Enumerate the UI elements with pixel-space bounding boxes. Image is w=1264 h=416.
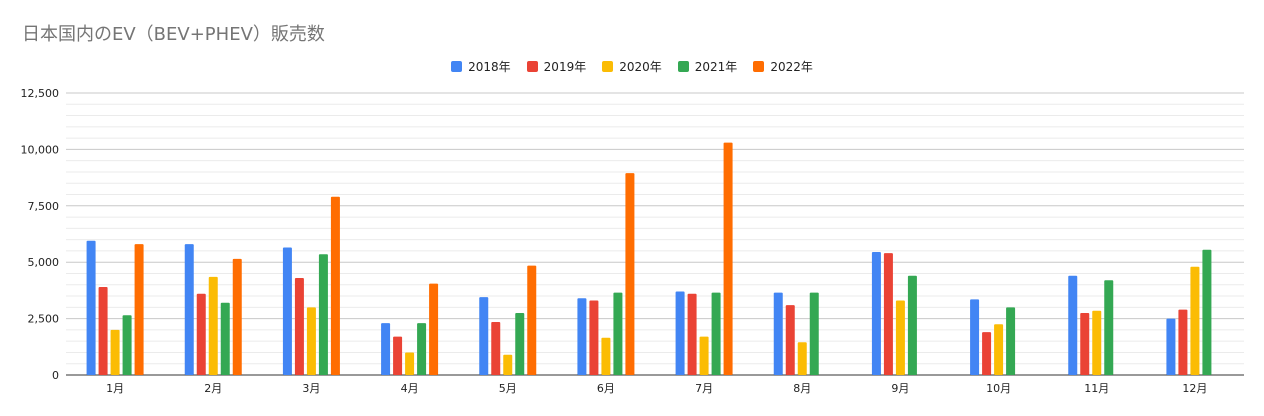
legend-swatch xyxy=(677,61,689,72)
bar xyxy=(601,337,611,375)
legend-swatch xyxy=(526,61,538,72)
legend-item: 2022年 xyxy=(753,58,813,75)
bar xyxy=(208,276,218,375)
bar xyxy=(134,244,144,375)
bar xyxy=(1006,307,1016,375)
bar xyxy=(1166,318,1176,375)
bar xyxy=(1092,310,1102,375)
legend-item: 2018年 xyxy=(451,58,511,75)
bar xyxy=(491,321,501,375)
x-tick-label: 3月 xyxy=(302,382,320,395)
legend-label: 2020年 xyxy=(619,60,662,74)
x-tick-label: 9月 xyxy=(891,382,909,395)
bar xyxy=(883,253,893,375)
bar xyxy=(613,292,623,375)
bar xyxy=(797,342,807,375)
y-tick-label: 7,500 xyxy=(28,200,60,213)
x-tick-label: 10月 xyxy=(986,382,1011,395)
bar xyxy=(184,244,194,375)
bar xyxy=(785,305,795,375)
legend-label: 2018年 xyxy=(468,60,511,74)
bar xyxy=(577,298,587,375)
bar xyxy=(1190,266,1200,375)
bar xyxy=(723,142,733,375)
bar xyxy=(527,265,537,375)
bar xyxy=(405,352,415,375)
legend-label: 2022年 xyxy=(770,60,813,74)
bar xyxy=(479,297,489,375)
bar xyxy=(393,336,403,375)
bar xyxy=(589,300,599,375)
bar xyxy=(294,277,304,375)
bar xyxy=(895,300,905,375)
bar xyxy=(515,312,525,375)
bar xyxy=(122,315,132,375)
legend-swatch xyxy=(602,61,614,72)
bar xyxy=(711,292,721,375)
bar xyxy=(809,292,819,375)
legend-label: 2021年 xyxy=(694,60,738,74)
x-tick-label: 7月 xyxy=(695,382,713,395)
chart-title: 日本国内のEV（BEV+PHEV）販売数 xyxy=(22,24,325,45)
bar xyxy=(982,332,992,375)
legend: 2018年 2019年 2020年 2021年 2022年 xyxy=(0,58,1264,75)
x-tick-label: 6月 xyxy=(597,382,615,395)
bar xyxy=(330,196,340,375)
bar xyxy=(381,323,391,375)
legend-item: 2019年 xyxy=(526,58,587,75)
legend-swatch xyxy=(451,61,463,72)
legend-item: 2020年 xyxy=(602,58,662,75)
bar xyxy=(98,287,108,375)
bar xyxy=(110,329,120,375)
bar xyxy=(675,291,685,375)
bar xyxy=(871,252,881,375)
x-tick-label: 12月 xyxy=(1182,382,1207,395)
bar xyxy=(1104,280,1114,375)
legend-label: 2019年 xyxy=(543,60,587,74)
bar xyxy=(773,292,783,375)
legend-item: 2021年 xyxy=(677,58,738,75)
bar xyxy=(86,240,96,375)
bar xyxy=(907,275,917,375)
bar xyxy=(699,336,709,375)
bar xyxy=(1068,275,1078,375)
bar xyxy=(1178,309,1188,375)
bar xyxy=(318,254,328,375)
y-tick-label: 10,000 xyxy=(21,143,60,156)
bar xyxy=(220,302,230,375)
bar xyxy=(503,354,513,375)
x-tick-label: 2月 xyxy=(204,382,222,395)
x-tick-label: 5月 xyxy=(499,382,517,395)
bar xyxy=(1080,312,1090,375)
bar xyxy=(687,293,697,375)
bar xyxy=(232,258,242,375)
bar xyxy=(429,283,439,375)
x-tick-label: 11月 xyxy=(1084,382,1109,395)
legend-swatch xyxy=(753,61,765,72)
bar xyxy=(306,307,316,375)
x-tick-label: 8月 xyxy=(793,382,811,395)
x-tick-label: 1月 xyxy=(106,382,124,395)
bar xyxy=(625,173,635,375)
bar xyxy=(417,323,427,375)
y-tick-label: 5,000 xyxy=(28,256,60,269)
y-tick-label: 0 xyxy=(52,369,59,382)
bar xyxy=(282,247,292,375)
bar xyxy=(994,324,1004,375)
y-tick-label: 12,500 xyxy=(21,87,60,100)
bar xyxy=(196,293,206,375)
bar xyxy=(1202,249,1212,375)
bar xyxy=(970,299,980,375)
x-tick-label: 4月 xyxy=(401,382,419,395)
y-tick-label: 2,500 xyxy=(28,313,60,326)
